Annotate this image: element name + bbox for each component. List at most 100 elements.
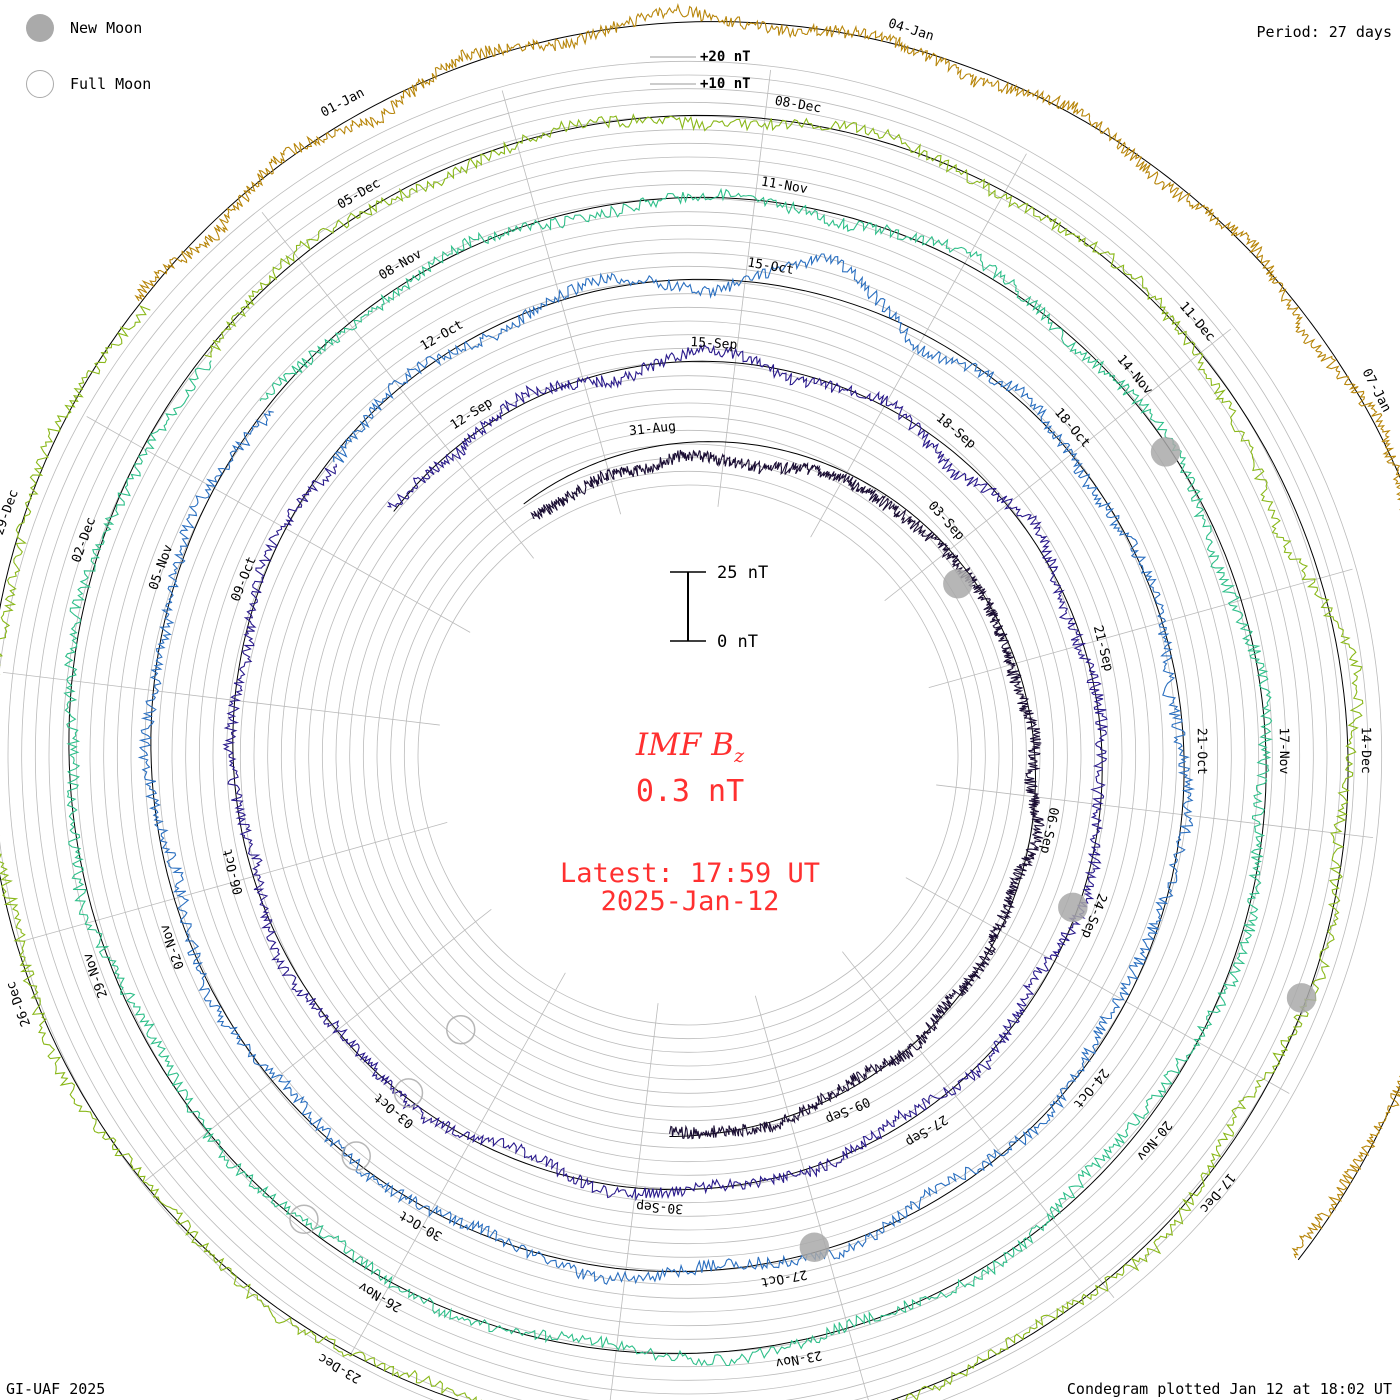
date-tick-label: 14-Nov (1114, 352, 1156, 398)
scale-bar-bottom-label: 0 nT (717, 632, 758, 652)
top-scale-marks (650, 56, 696, 85)
date-tick-label: 27-Sep (902, 1111, 950, 1149)
grid-spoke (261, 211, 534, 559)
footer-credit: GI-UAF 2025 (6, 1380, 106, 1398)
data-trace-ring-1 (530, 449, 1045, 1140)
current-value: 0.3 nT (635, 774, 745, 809)
grid-circle (417, 484, 959, 1026)
date-tick-label: 18-Oct (1051, 405, 1093, 450)
grid-spoke (905, 877, 1290, 1094)
data-trace-ring-4 (63, 187, 1273, 1367)
grid-spoke (86, 416, 471, 633)
date-tick-label: 11-Dec (1176, 299, 1218, 344)
data-trace-ring-6 (134, 3, 1400, 1259)
date-tick-label: 24-Oct (1070, 1065, 1111, 1111)
new-moon-marker (1058, 892, 1088, 923)
moon-layer (289, 437, 1317, 1262)
grid-circle (239, 306, 1137, 1204)
grid-spoke (23, 821, 448, 942)
date-tick-label: 06-Sep (1037, 806, 1061, 855)
full-moon-marker (289, 1204, 319, 1234)
date-tick-label: 23-Nov (774, 1347, 823, 1370)
date-tick-label: 21-Oct (1194, 728, 1209, 775)
quantity-name: IMF B (635, 727, 735, 763)
footer-plotted: Condegram plotted Jan 12 at 18:02 UT (1066, 1380, 1392, 1398)
date-tick-label: 30-Sep (636, 1198, 684, 1216)
new-moon-label: New Moon (70, 19, 143, 37)
grid-spoke (501, 90, 622, 515)
grid-circle (349, 416, 1027, 1094)
date-tick-label: 11-Nov (760, 175, 809, 198)
new-moon-marker (943, 568, 973, 599)
date-tick-label: 15-Oct (746, 255, 795, 278)
grid-circle (157, 224, 1219, 1286)
zero-level-spiral (140, 21, 1400, 1261)
new-moon-icon (26, 14, 54, 42)
new-moon-marker (799, 1232, 830, 1262)
date-tick-label: 26-Dec (4, 979, 34, 1028)
grid-circle (144, 211, 1232, 1299)
grid-spoke (2, 672, 440, 726)
date-tick-label: 07-Jan (1359, 366, 1394, 415)
grid-circle (362, 429, 1014, 1081)
grid-circle (267, 334, 1109, 1176)
grid-circle (335, 402, 1041, 1108)
date-tick-label: 15-Sep (690, 335, 738, 353)
date-tick-label: 29-Nov (81, 950, 111, 999)
full-moon-icon (26, 70, 54, 98)
grid-circle (198, 265, 1178, 1245)
grid-circle (321, 388, 1055, 1122)
grid-circle (403, 470, 973, 1040)
grid-spoke (609, 1003, 659, 1400)
period-label: Period: 27 days (1256, 23, 1392, 41)
data-trace-ring-3 (137, 253, 1196, 1285)
grid-circle (116, 183, 1260, 1327)
scale-plus20-label: +20 nT (700, 49, 751, 65)
date-tick-label: 01-Jan (319, 85, 368, 120)
grid-circle (75, 142, 1301, 1368)
grid-spoke (717, 69, 771, 507)
grid-circle (35, 102, 1341, 1400)
full-moon-marker (393, 1078, 424, 1108)
grid-circle (103, 170, 1273, 1340)
new-moon-marker (1286, 983, 1317, 1013)
grid-circle (226, 293, 1150, 1217)
grid-circle (0, 61, 1382, 1400)
date-tick-label: 18-Sep (933, 411, 979, 453)
date-tick-label: 20-Nov (1133, 1117, 1175, 1163)
scale-bar-top-label: 25 nT (717, 563, 769, 583)
grid-spoke (842, 951, 1115, 1299)
full-moon-marker (446, 1014, 476, 1045)
scale-bar (670, 571, 706, 642)
zero-level-spiral (68, 196, 1267, 1355)
date-tick-label: 08-Dec (774, 94, 823, 117)
date-tick-label: 17-Nov (1276, 727, 1291, 774)
full-moon-marker (341, 1141, 371, 1171)
trace-layer (0, 3, 1400, 1400)
data-trace-ring-5 (0, 113, 1364, 1400)
latest-date: 2025-Jan-12 (600, 886, 780, 917)
grid-spoke (754, 995, 869, 1400)
legend-full-moon: Full Moon (26, 68, 151, 100)
date-tick-label: 14-Dec (1358, 727, 1373, 774)
date-tick-label: 02-Nov (157, 922, 187, 971)
legend-new-moon: New Moon (26, 12, 142, 44)
grid-circle (185, 252, 1191, 1258)
grid-layer (0, 61, 1382, 1400)
quantity-subscript: z (734, 745, 745, 768)
tick-layer: 31-Aug03-Sep06-Sep09-Sep12-Sep15-Sep18-S… (0, 16, 1394, 1386)
date-tick-label: 31-Aug (628, 419, 676, 439)
grid-spoke (810, 153, 1027, 538)
grid-circle (376, 443, 1000, 1067)
grid-spoke (928, 568, 1353, 689)
date-tick-label: 04-Jan (886, 16, 935, 44)
full-moon-label: Full Moon (70, 75, 152, 93)
date-tick-label: 17-Dec (1196, 1170, 1237, 1216)
date-tick-label: 12-Sep (448, 395, 496, 433)
grid-circle (62, 129, 1314, 1381)
grid-spoke (884, 328, 1232, 601)
grid-circle (7, 74, 1369, 1400)
new-moon-marker (1150, 437, 1181, 467)
grid-circle (21, 88, 1355, 1400)
